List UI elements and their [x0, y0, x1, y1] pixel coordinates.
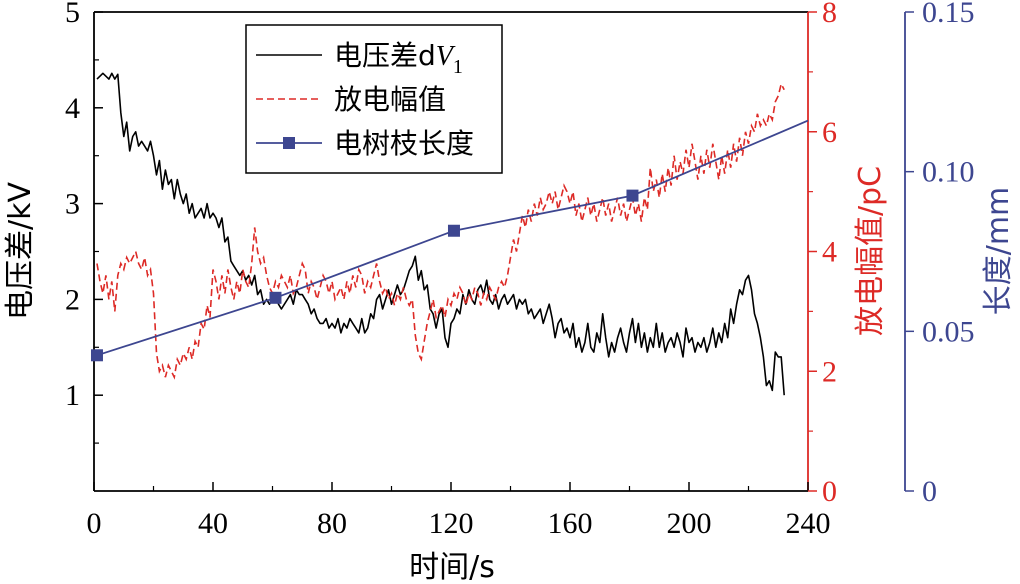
- right2-tick-label: 0.10: [922, 156, 975, 189]
- tree-length-marker: [269, 291, 282, 304]
- tree-length-marker: [90, 349, 103, 362]
- series-line-voltage-difference: [96, 72, 785, 396]
- right1-tick-label: 0: [822, 475, 837, 508]
- right1-axis-label: 放电幅值/pC: [853, 166, 888, 336]
- tree-length-marker: [626, 189, 639, 202]
- right1-tick-label: 4: [822, 236, 837, 269]
- x-tick-label: 0: [87, 507, 102, 540]
- left-axis-label: 电压差/kV: [3, 182, 38, 320]
- x-tick-label: 160: [548, 507, 593, 540]
- legend-label-discharge: 放电幅值: [334, 83, 446, 116]
- legend-label-voltage: 电压差dV1: [334, 39, 463, 78]
- left-tick-label: 4: [65, 92, 80, 125]
- x-tick-label: 200: [667, 507, 712, 540]
- right2-tick-label: 0.15: [922, 0, 975, 29]
- tree-length-marker: [447, 224, 460, 237]
- legend-marker-tree: [283, 137, 295, 149]
- x-tick-label: 80: [317, 507, 347, 540]
- left-tick-label: 5: [65, 0, 80, 29]
- left-tick-label: 1: [65, 379, 80, 412]
- right1-axis-ticks: 0 2 4 6 8: [808, 0, 837, 508]
- x-axis-label: 时间/s: [409, 550, 495, 584]
- x-axis-ticks: 0 40 80 120 160 200 240: [87, 482, 831, 540]
- right1-tick-label: 2: [822, 355, 837, 388]
- left-tick-label: 3: [65, 188, 80, 221]
- left-tick-label: 2: [65, 283, 80, 316]
- series-line-discharge-amplitude: [96, 81, 785, 380]
- x-tick-label: 240: [786, 507, 831, 540]
- left-axis-ticks: 1 2 3 4 5: [65, 0, 103, 444]
- tree-length-markers: [90, 189, 639, 362]
- right1-tick-label: 8: [822, 0, 837, 29]
- legend: 电压差dV1 放电幅值 电树枝长度: [245, 24, 503, 174]
- right2-axis-ticks: 0 0.05 0.10 0.15: [905, 0, 975, 508]
- right2-axis-label: 长度/mm: [981, 187, 1016, 316]
- right2-tick-label: 0: [922, 475, 937, 508]
- x-tick-label: 120: [429, 507, 474, 540]
- right2-tick-label: 0.05: [922, 315, 975, 348]
- right1-tick-label: 6: [822, 116, 837, 149]
- legend-label-tree: 电树枝长度: [334, 127, 474, 160]
- x-tick-label: 40: [198, 507, 228, 540]
